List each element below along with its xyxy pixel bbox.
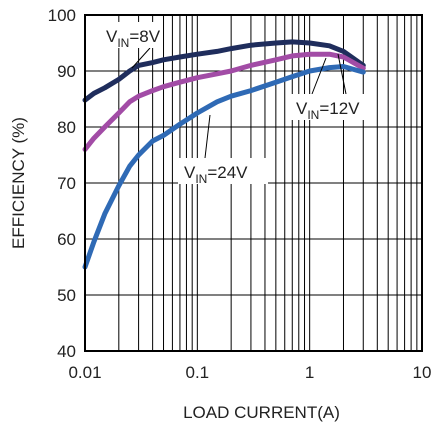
x-tick-label: 10: [413, 363, 432, 382]
annotation-label: VIN=24V: [184, 163, 248, 186]
y-tick-label: 100: [48, 6, 76, 25]
annotation-box: [100, 22, 162, 48]
plot-frame: [84, 14, 423, 352]
y-axis-title: EFFICIENCY (%): [9, 117, 28, 249]
series-line-3: [82, 64, 366, 270]
y-tick-label: 70: [57, 174, 76, 193]
y-tick-label: 80: [57, 118, 76, 137]
annotation-leader: [311, 57, 327, 95]
y-tick-label: 40: [57, 342, 76, 361]
annotation-label: VIN=12V: [296, 99, 360, 122]
series-annotations: VIN=8V VIN=12V VIN=24V: [100, 22, 372, 186]
annotation-3: VIN=24V: [178, 114, 268, 186]
series-line-1: [82, 39, 366, 103]
annotation-1: VIN=8V: [100, 22, 162, 69]
y-tick-label: 90: [57, 62, 76, 81]
annotation-2: VIN=12V: [290, 53, 372, 122]
y-tick-label: 60: [57, 230, 76, 249]
annotation-box: [178, 158, 268, 184]
x-tick-label: 1: [305, 363, 314, 382]
annotation-leader: [337, 53, 347, 95]
annotation-leader: [204, 114, 211, 159]
chart-frame: [84, 14, 423, 352]
x-tick-label: 0.1: [186, 363, 210, 382]
chart-series: [82, 39, 366, 270]
y-tick-label: 50: [57, 286, 76, 305]
annotation-box: [290, 94, 372, 120]
x-axis-title: LOAD CURRENT(A): [183, 403, 340, 422]
annotation-label: VIN=8V: [106, 27, 161, 50]
x-tick-label: 0.01: [68, 363, 101, 382]
chart-grid: [85, 15, 422, 351]
annotation-leader: [131, 47, 151, 69]
chart-tick-labels: 0.01 0.1 1 10 40 50 60 70 80 90 100: [48, 6, 432, 382]
series-line-2: [82, 51, 366, 152]
